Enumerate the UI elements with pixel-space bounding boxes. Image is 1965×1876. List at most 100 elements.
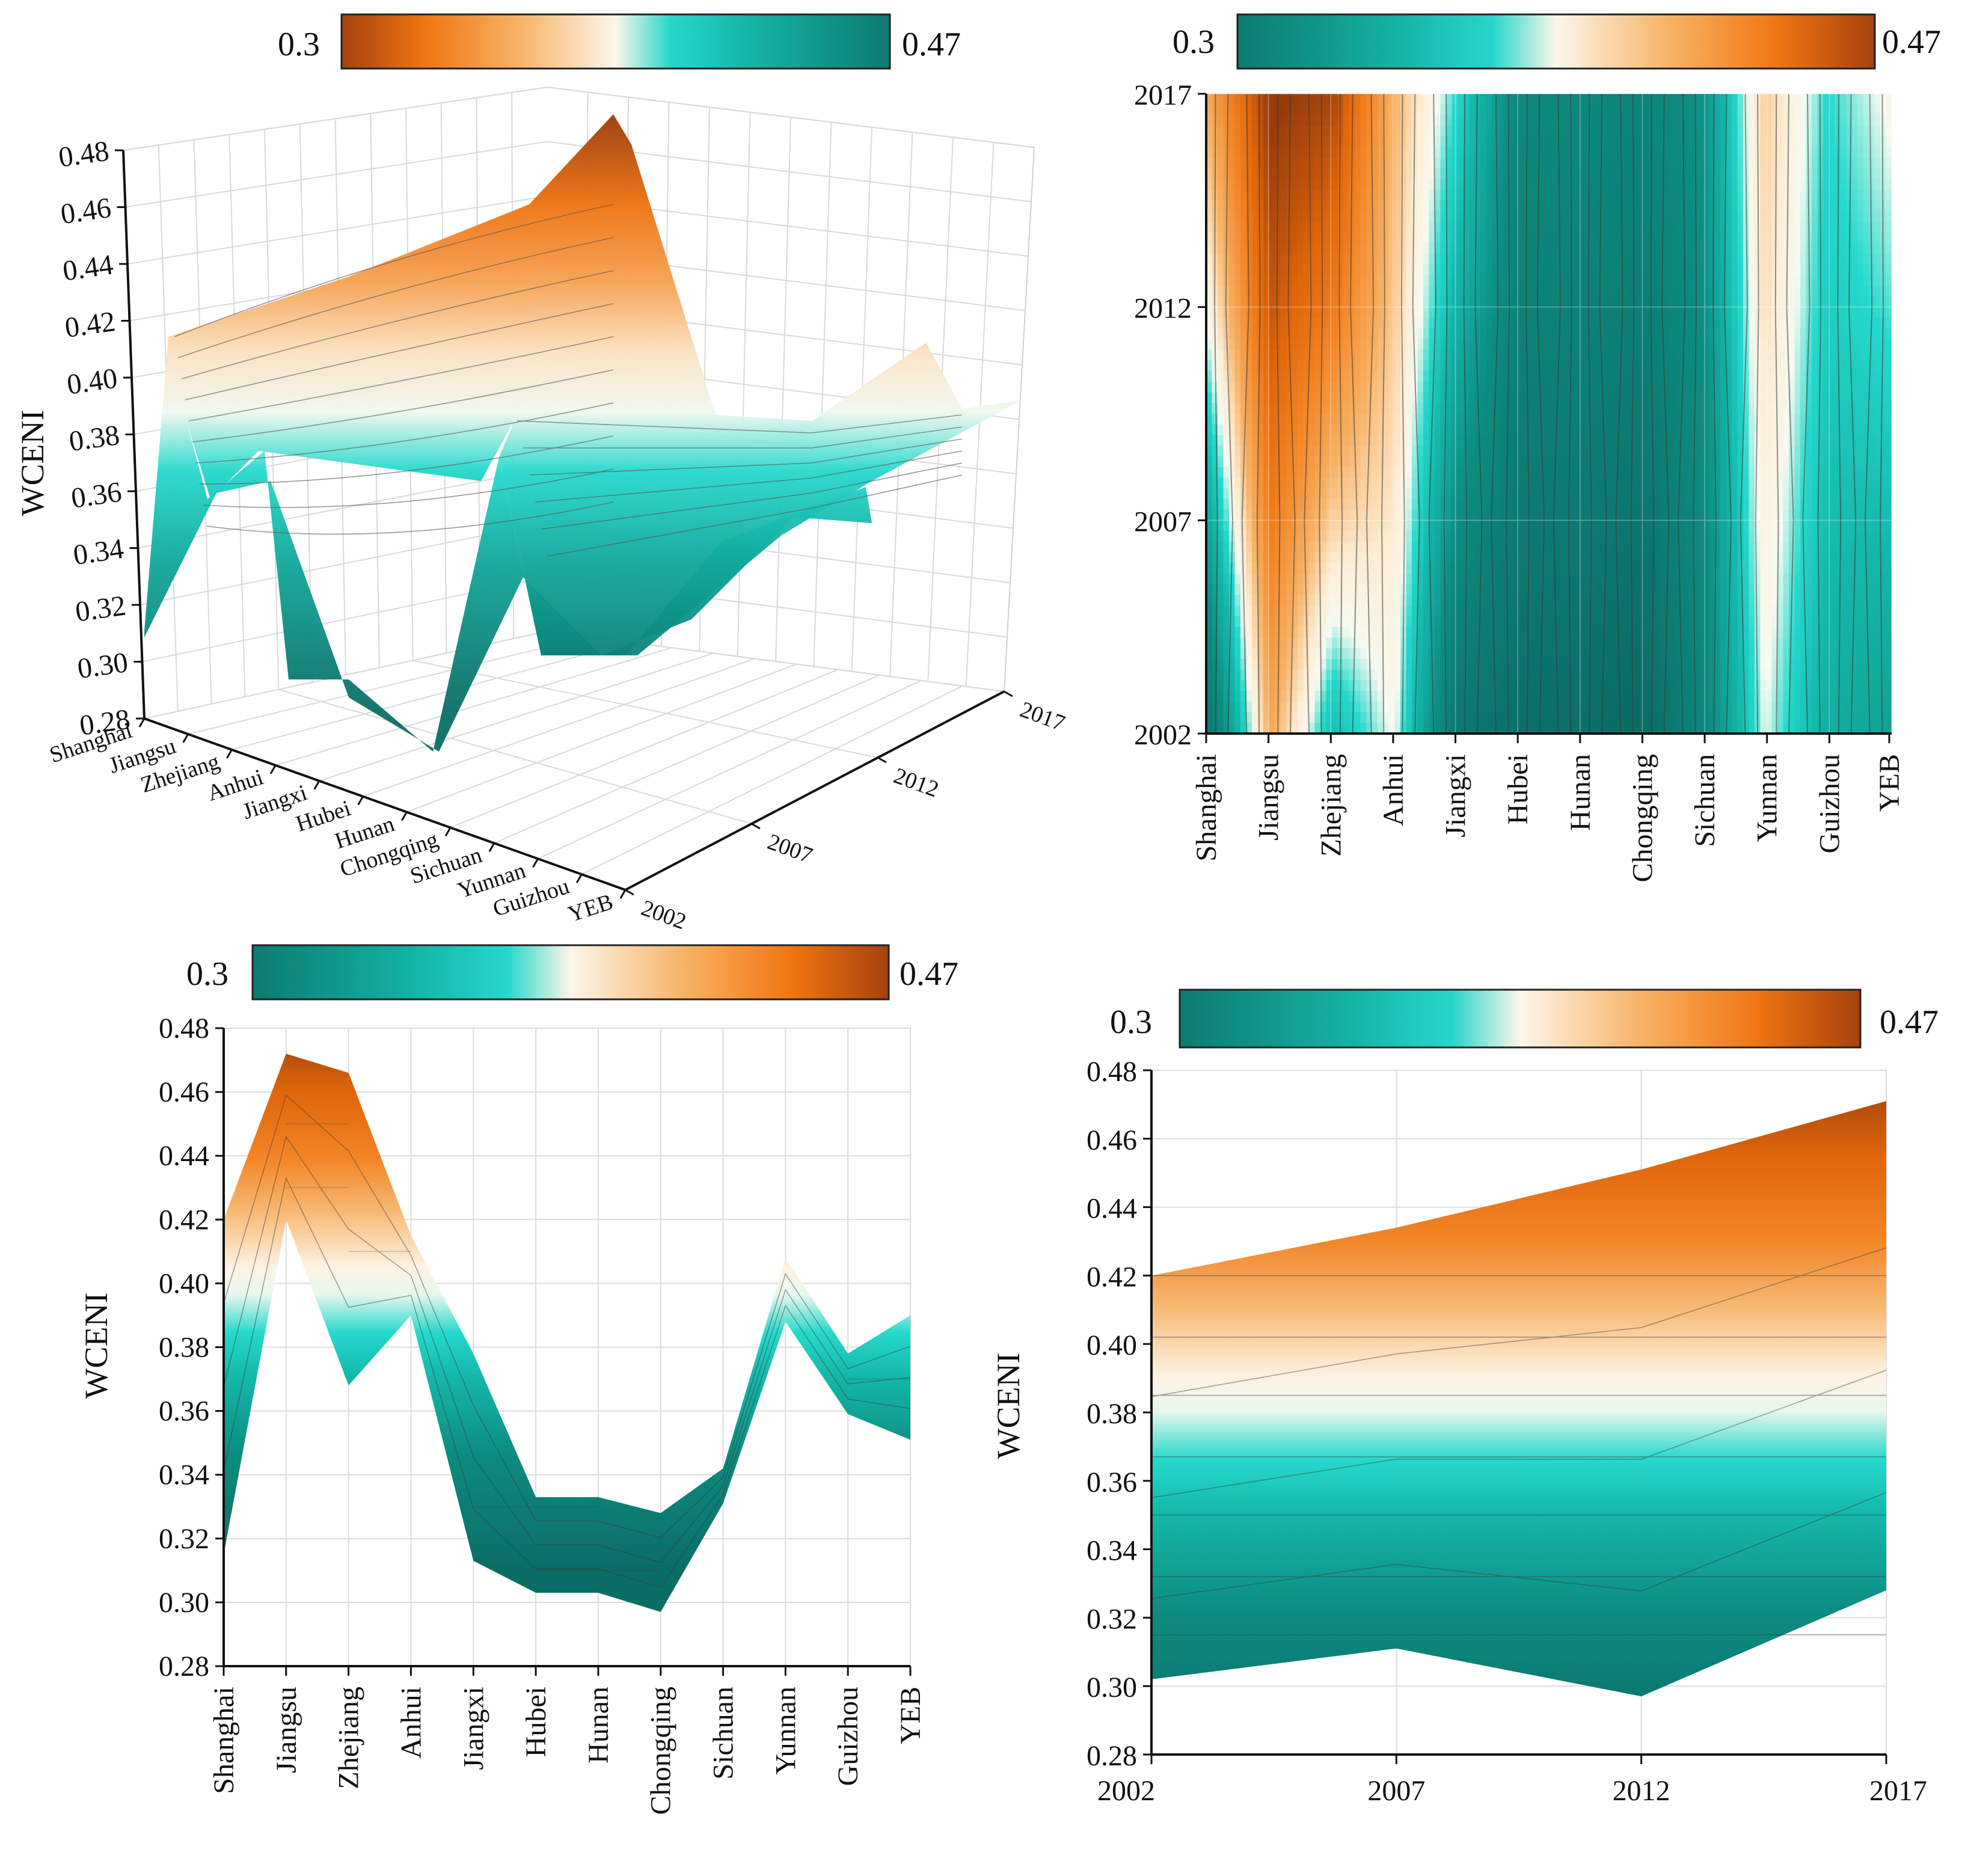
panel-b-cell (1252, 435, 1258, 446)
panel-b-cell (1309, 147, 1316, 159)
panel-b-cell (1269, 414, 1275, 425)
panel-b-cell (1463, 115, 1470, 126)
panel-b-cell (1480, 381, 1487, 393)
panel-b-cell (1663, 563, 1670, 574)
panel-b-cell (1634, 243, 1641, 254)
panel-b-cell (1349, 381, 1355, 393)
panel-b-cell (1572, 414, 1578, 425)
panel-b-cell (1349, 680, 1355, 691)
panel-b-cell (1646, 254, 1652, 265)
panel-b-cell (1440, 531, 1447, 542)
panel-b-cell (1314, 498, 1321, 510)
panel-b-cell (1326, 349, 1332, 361)
panel-b-cell (1343, 541, 1350, 553)
panel-b-cell (1560, 126, 1567, 137)
panel-b-cell (1400, 147, 1407, 159)
panel-b-cell (1337, 563, 1344, 574)
panel-b-cell (1400, 349, 1407, 361)
panel-b-cell (1509, 136, 1515, 148)
panel-b-cell (1583, 627, 1590, 639)
panel-b-cell (1389, 286, 1396, 297)
panel-a-z-label: WCENI (14, 410, 51, 517)
panel-b-cell (1509, 488, 1515, 500)
panel-b-cell (1417, 712, 1424, 723)
panel-b-cell (1218, 307, 1224, 319)
panel-b-cell (1474, 541, 1481, 553)
panel-b-cell (1355, 371, 1361, 382)
panel-b-cell (1543, 701, 1550, 713)
panel-b-cell (1252, 520, 1258, 532)
panel-b-cell (1286, 616, 1293, 628)
panel-b-cell (1572, 403, 1578, 414)
panel-b-cell (1240, 339, 1247, 351)
panel-b-cell (1292, 424, 1298, 436)
panel-b-cell (1611, 574, 1618, 585)
panel-b-cell (1412, 403, 1418, 414)
panel-b-cell (1229, 189, 1236, 201)
panel-b-cell (1606, 701, 1613, 713)
panel-b-cell (1509, 574, 1515, 585)
panel-b-cell (1298, 488, 1304, 500)
panel-b-cell (1229, 616, 1236, 628)
panel-b-cell (1589, 254, 1595, 265)
panel-b-cell (1212, 403, 1218, 414)
panel-b-cell (1606, 477, 1613, 489)
panel-b-cell (1257, 595, 1264, 606)
panel-b-cell (1400, 317, 1407, 329)
panel-b-cell (1309, 424, 1316, 436)
panel-b-cell (1212, 446, 1218, 457)
panel-b-cell (1298, 360, 1304, 372)
panel-a-contour-line (206, 501, 614, 535)
panel-b-cell (1652, 563, 1658, 574)
panel-a-region-tick-label: YEB (565, 889, 616, 927)
panel-b-cell (1240, 94, 1247, 105)
panel-b-cell (1537, 435, 1544, 446)
panel-b-cell (1292, 669, 1298, 681)
panel-b-cell (1549, 605, 1556, 617)
panel-b-cell (1349, 595, 1355, 606)
panel-b-cell (1229, 637, 1236, 649)
panel-b-cell (1566, 680, 1572, 691)
panel-b-cell (1240, 104, 1247, 116)
panel-b-cell (1572, 477, 1578, 489)
panel-b-cell (1520, 552, 1527, 563)
panel-b-cell (1572, 605, 1578, 617)
panel-b-cell (1611, 221, 1618, 233)
panel-b-cell (1640, 658, 1647, 670)
panel-b-cell (1572, 531, 1578, 542)
panel-b-cell (1257, 658, 1264, 670)
panel-b-cell (1589, 136, 1595, 148)
panel-b-cell (1269, 328, 1275, 340)
panel-b-cell (1446, 680, 1453, 691)
panel-b-cell (1429, 605, 1435, 617)
panel-b-cell (1366, 317, 1373, 329)
panel-b-cell (1629, 286, 1635, 297)
panel-b-cell (1275, 467, 1281, 479)
panel-b-cell (1286, 296, 1293, 308)
panel-b-cell (1417, 616, 1424, 628)
panel-b-cell (1657, 541, 1664, 553)
panel-b-cell (1429, 275, 1435, 286)
panel-b-cell (1263, 221, 1270, 233)
panel-b-cell (1435, 605, 1441, 617)
panel-b-cell (1595, 179, 1601, 191)
panel-b-cell (1646, 509, 1652, 521)
panel-b-cell (1589, 424, 1595, 436)
panel-b-cell (1332, 211, 1338, 222)
panel-b-cell (1320, 136, 1327, 148)
panel-b-cell (1314, 317, 1321, 329)
panel-b-cell (1320, 147, 1327, 159)
panel-b-cell (1240, 541, 1247, 553)
panel-b-cell (1440, 403, 1447, 414)
panel-b-cell (1406, 574, 1412, 585)
panel-b-cell (1372, 254, 1378, 265)
panel-b-cell (1652, 317, 1658, 329)
panel-b-cell (1292, 723, 1298, 734)
panel-b-cell (1543, 691, 1550, 702)
panel-b-cell (1554, 349, 1561, 361)
panel-b-cell (1469, 403, 1476, 414)
panel-b-cell (1492, 221, 1498, 233)
panel-b-cell (1383, 531, 1390, 542)
panel-b-cell (1531, 115, 1538, 126)
panel-b-cell (1309, 403, 1316, 414)
